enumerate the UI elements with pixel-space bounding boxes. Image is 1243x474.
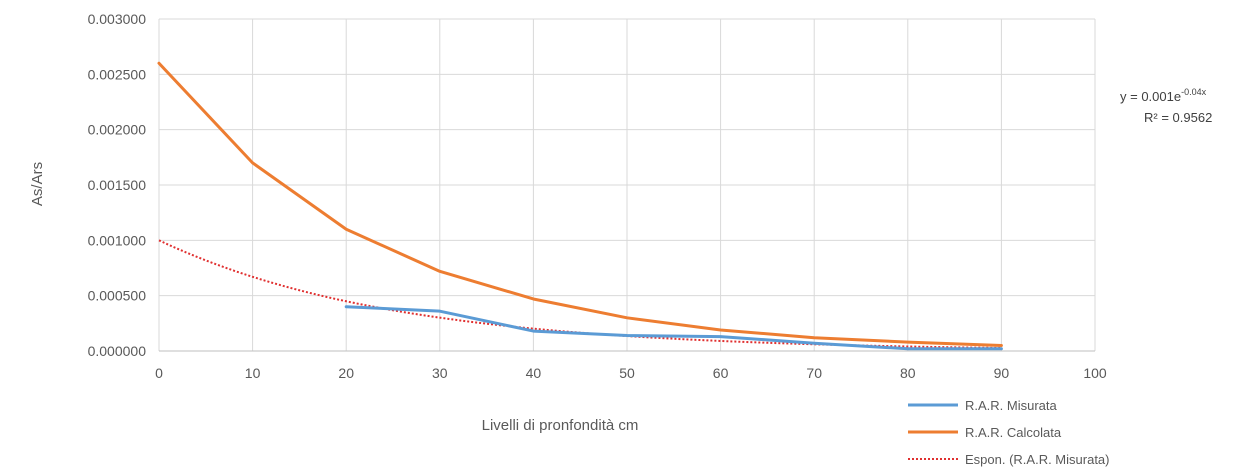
series-line-0 xyxy=(344,305,1003,351)
x-tick-label: 60 xyxy=(713,365,729,381)
x-tick-label: 90 xyxy=(994,365,1010,381)
y-tick-label: 0.000000 xyxy=(88,343,147,359)
series-group xyxy=(157,61,1003,351)
trendline-equation-exponent: -0.04x xyxy=(1181,87,1207,97)
y-tick-label: 0.002500 xyxy=(88,66,147,82)
series-line-1 xyxy=(157,61,1003,347)
x-axis-title: Livelli di pronfondità cm xyxy=(482,417,639,434)
x-tick-label: 50 xyxy=(619,365,635,381)
x-tick-label: 40 xyxy=(526,365,542,381)
legend-label-0: R.A.R. Misurata xyxy=(965,398,1058,413)
legend: R.A.R. Misurata R.A.R. Calcolata Espon. (R… xyxy=(908,398,1110,467)
y-tick-label: 0.003000 xyxy=(88,11,147,27)
x-tick-label: 20 xyxy=(338,365,354,381)
x-tick-label: 10 xyxy=(245,365,261,381)
y-tick-label: 0.001000 xyxy=(88,232,147,248)
trendline-r2: R² = 0.9562 xyxy=(1144,110,1212,125)
legend-label-1: R.A.R. Calcolata xyxy=(965,425,1062,440)
x-tick-label: 100 xyxy=(1083,365,1107,381)
x-tick-label: 0 xyxy=(155,365,163,381)
x-tick-label: 70 xyxy=(806,365,822,381)
y-tick-label: 0.001500 xyxy=(88,177,147,193)
y-axis-title: As/Ars xyxy=(29,162,46,206)
grid xyxy=(158,18,1096,352)
legend-label-2: Espon. (R.A.R. Misurata) xyxy=(965,452,1110,467)
trendline-equation-main: y = 0.001e xyxy=(1120,89,1181,104)
x-tick-label: 80 xyxy=(900,365,916,381)
tick-labels: 0 10 20 30 40 50 60 70 80 90 100 0.000000 0.000500 0.… xyxy=(88,11,1107,381)
y-tick-label: 0.002000 xyxy=(88,122,147,138)
trendline-equation: y = 0.001e-0.04x R² = 0.9562 xyxy=(1120,87,1212,125)
svg-text:y = 0.001e-0.04x: y = 0.001e-0.04x xyxy=(1120,87,1207,104)
x-tick-label: 30 xyxy=(432,365,448,381)
y-tick-label: 0.000500 xyxy=(88,288,147,304)
